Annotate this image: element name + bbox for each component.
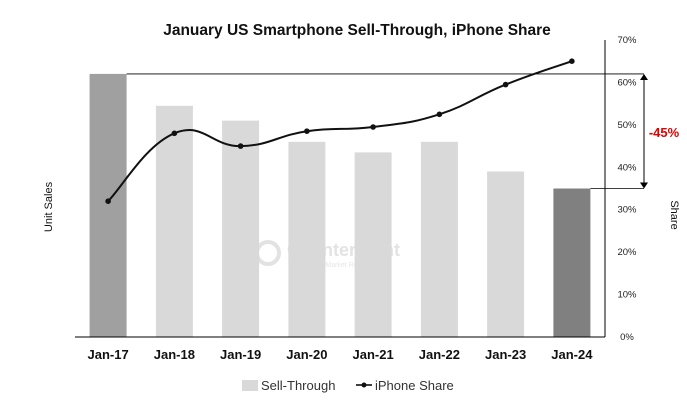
legend-marker-iphone-share (361, 382, 367, 388)
share-point-jan-21 (370, 124, 376, 130)
change-arrow-head-up-icon (640, 73, 648, 80)
x-tick-label: Jan-23 (485, 347, 526, 362)
chart-reference-lines (75, 40, 648, 338)
change-annotation: -45% (649, 125, 680, 140)
watermark-logo-icon (255, 240, 281, 266)
y2-tick-label: 40% (617, 162, 637, 173)
y2-tick-label: 10% (617, 290, 637, 301)
share-point-jan-23 (502, 81, 509, 88)
share-point-jan-18 (171, 130, 178, 137)
y2-tick-label: 70% (617, 35, 637, 46)
share-point-jan-22 (436, 111, 443, 118)
x-tick-label: Jan-21 (353, 347, 394, 362)
change-arrow-head-down-icon (640, 182, 648, 189)
y-axis-label: Unit Sales (43, 181, 55, 232)
y2-tick-label: 0% (620, 332, 634, 343)
x-tick-label: Jan-19 (220, 347, 261, 362)
x-tick-label: Jan-17 (88, 347, 129, 362)
bar-jan-22 (420, 141, 458, 337)
watermark-tagline: Technology Market Research (288, 262, 379, 269)
x-tick-label: Jan-20 (286, 347, 327, 362)
share-point-jan-20 (304, 128, 310, 134)
y2-axis-label: Share (668, 200, 680, 229)
share-point-jan-24 (569, 58, 575, 64)
line-series (105, 58, 575, 204)
legend-label-sell-through: Sell-Through (261, 378, 335, 393)
legend-label-iphone-share: iPhone Share (375, 378, 454, 393)
bar-jan-20 (288, 141, 326, 337)
chart-title: January US Smartphone Sell-Through, iPho… (163, 22, 551, 39)
x-tick-label: Jan-18 (154, 347, 195, 362)
y2-axis-ticks: 0% 10% 20% 30% 40% 50% 60% 70% (617, 35, 637, 343)
share-point-jan-19 (237, 143, 244, 149)
share-point-jan-17 (105, 198, 111, 204)
legend-swatch-sell-through (242, 380, 258, 391)
x-axis-ticks: Jan-17 Jan-18 Jan-19 Jan-20 Jan-21 Jan-22 Jan-… (88, 347, 594, 362)
x-tick-label: Jan-22 (419, 347, 460, 362)
bar-jan-24 (553, 188, 591, 337)
x-tick-label: Jan-24 (551, 347, 593, 362)
y2-tick-label: 60% (617, 77, 637, 88)
bar-jan-17 (89, 73, 127, 338)
bar-series (89, 73, 591, 338)
bar-jan-23 (487, 171, 525, 337)
bar-jan-18 (155, 105, 193, 337)
y2-tick-label: 50% (617, 120, 637, 131)
y2-tick-label: 30% (617, 205, 637, 216)
bar-jan-21 (354, 152, 392, 337)
legend: Sell-Through iPhone Share (242, 378, 454, 393)
bar-jan-19 (222, 120, 260, 337)
y2-tick-label: 20% (617, 247, 637, 258)
